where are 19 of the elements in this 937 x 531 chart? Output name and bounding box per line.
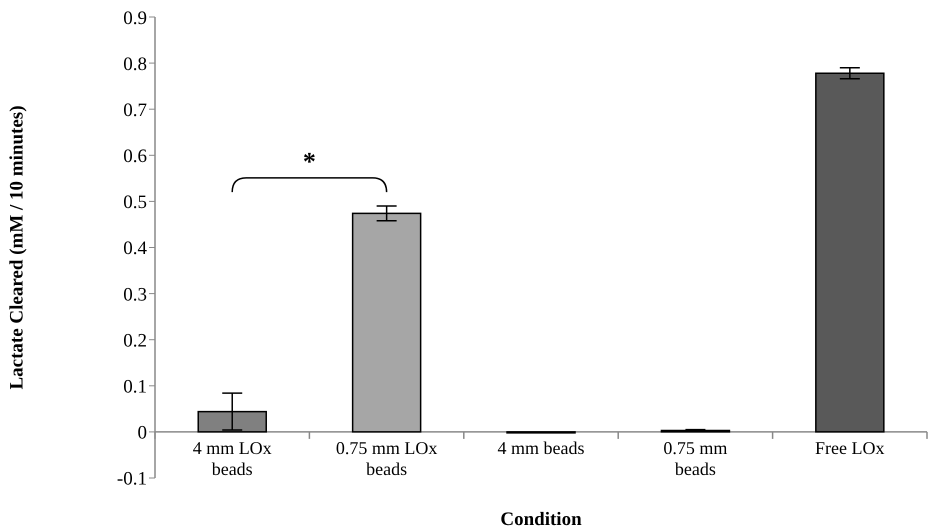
x-tick-label: 4 mm LOx beads bbox=[192, 438, 272, 479]
y-tick-label: 0.5 bbox=[123, 192, 147, 214]
x-tick-label: 0.75 mm LOx beads bbox=[336, 438, 438, 479]
y-tick-label: 0.3 bbox=[123, 284, 147, 306]
y-tick-label: 0.8 bbox=[123, 54, 147, 75]
y-tick-label: 0 bbox=[138, 422, 147, 444]
annotation: * bbox=[302, 146, 316, 176]
x-tick-label: 0.75 mm beads bbox=[663, 438, 728, 479]
y-tick-label: 0.9 bbox=[123, 8, 147, 29]
y-tick-label: 0.6 bbox=[123, 146, 147, 168]
y-tick-label: 0.7 bbox=[123, 100, 147, 121]
y-tick-label: 0.1 bbox=[123, 376, 147, 398]
x-axis-title: Condition bbox=[500, 509, 582, 530]
x-tick-label: Free LOx bbox=[815, 438, 885, 458]
y-tick-label: 0.4 bbox=[123, 238, 148, 260]
y-axis-title: Lactate Cleared (mM / 10 minutes) bbox=[6, 105, 28, 390]
x-tick-label: 4 mm beads bbox=[498, 438, 584, 458]
y-tick-label: -0.1 bbox=[116, 468, 147, 490]
y-tick-label: 0.2 bbox=[123, 330, 147, 352]
